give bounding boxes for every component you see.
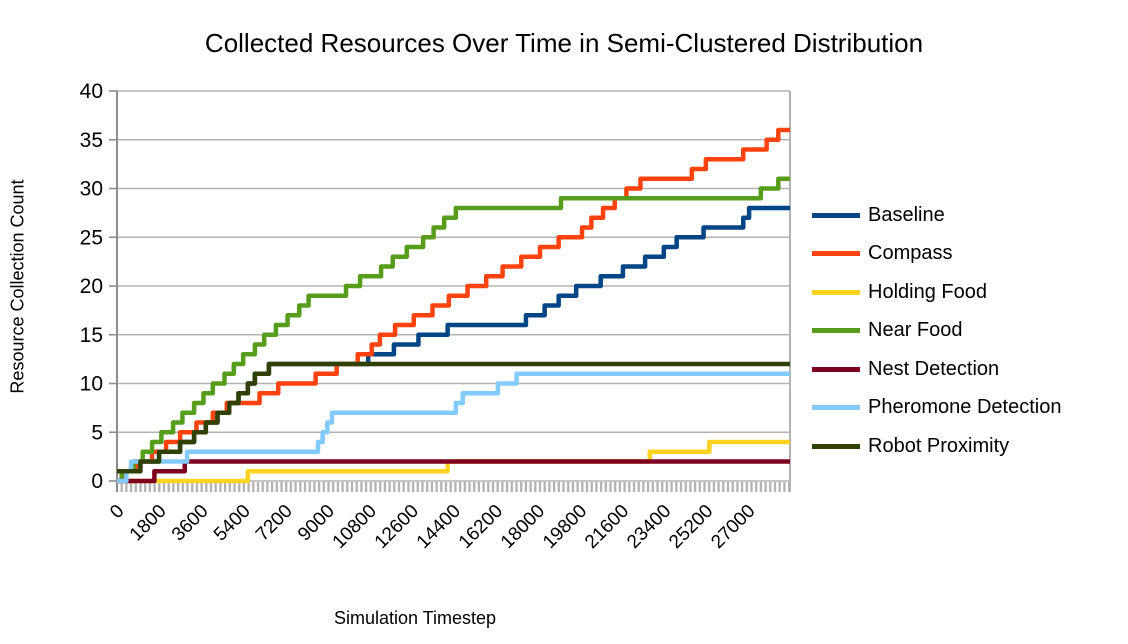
series-line-near-food [117, 176, 790, 484]
x-tick-label-21600: 21600 [581, 501, 633, 553]
y-tick-label-30: 30 [80, 178, 103, 201]
legend-swatch [812, 289, 860, 295]
legend-swatch [812, 328, 860, 334]
x-tick-label-5400: 5400 [210, 501, 255, 546]
legend-item-nest-detection: Nest Detection [812, 350, 1061, 389]
x-tick-label-3600: 3600 [168, 501, 213, 546]
x-tick-label-25200: 25200 [665, 501, 717, 553]
legend-swatch [812, 443, 860, 449]
x-tick-label-7200: 7200 [252, 501, 297, 546]
y-tick-label-40: 40 [80, 80, 103, 103]
x-tick-label-14400: 14400 [413, 501, 465, 553]
legend-label: Holding Food [868, 280, 987, 303]
series-line-compass [117, 127, 790, 484]
chart-title: Collected Resources Over Time in Semi-Cl… [204, 28, 924, 58]
legend-item-baseline: Baseline [812, 196, 1061, 235]
x-tick-band [115, 482, 791, 492]
legend-label: Pheromone Detection [868, 396, 1062, 419]
y-tick-label-25: 25 [80, 226, 103, 249]
y-tick-labels: 0 5 10 15 20 25 30 35 40 [80, 80, 103, 493]
legend: Baseline Compass Holding Food Near Food Nest… [812, 196, 1061, 466]
legend-label: Near Food [868, 319, 963, 342]
legend-swatch [812, 251, 860, 257]
series-line-robot-proximity [117, 361, 790, 474]
legend-label: Baseline [868, 203, 945, 226]
legend-item-compass: Compass [812, 235, 1061, 274]
series-line-nest-detection [117, 459, 790, 484]
legend-label: Compass [868, 242, 953, 265]
x-tick-label-10800: 10800 [329, 501, 381, 553]
x-tick-label-18000: 18000 [497, 501, 549, 553]
series-line-pheromone-detection [117, 371, 790, 484]
legend-item-near-food: Near Food [812, 312, 1061, 351]
y-tick-label-10: 10 [80, 373, 103, 396]
x-tick-label-27000: 27000 [707, 501, 759, 553]
legend-swatch [812, 366, 860, 372]
x-tick-label-1800: 1800 [126, 501, 171, 546]
series-lines-group [117, 127, 790, 484]
y-tick-label-15: 15 [80, 324, 103, 347]
y-axis-title: Resource Collection Count [7, 179, 28, 394]
x-tick-labels: 0180036005400720090001080012600144001620… [106, 501, 759, 553]
legend-item-pheromone-detection: Pheromone Detection [812, 389, 1061, 428]
legend-swatch [812, 405, 860, 411]
legend-item-holding-food: Holding Food [812, 273, 1061, 312]
legend-swatch [812, 212, 860, 218]
y-tick-label-0: 0 [91, 470, 103, 493]
y-tick-label-5: 5 [91, 421, 103, 444]
x-tick-label-16200: 16200 [455, 501, 507, 553]
legend-label: Nest Detection [868, 357, 1000, 380]
axes-group [109, 90, 791, 492]
x-axis-title: Simulation Timestep [333, 608, 497, 628]
legend-item-robot-proximity: Robot Proximity [812, 427, 1061, 466]
x-tick-label-0: 0 [106, 501, 128, 523]
x-tick-label-12600: 12600 [371, 501, 423, 553]
y-tick-label-35: 35 [80, 129, 103, 152]
x-tick-label-19800: 19800 [539, 501, 591, 553]
legend-label: Robot Proximity [868, 434, 1010, 457]
y-tick-label-20: 20 [80, 275, 103, 298]
x-tick-label-23400: 23400 [623, 501, 675, 553]
